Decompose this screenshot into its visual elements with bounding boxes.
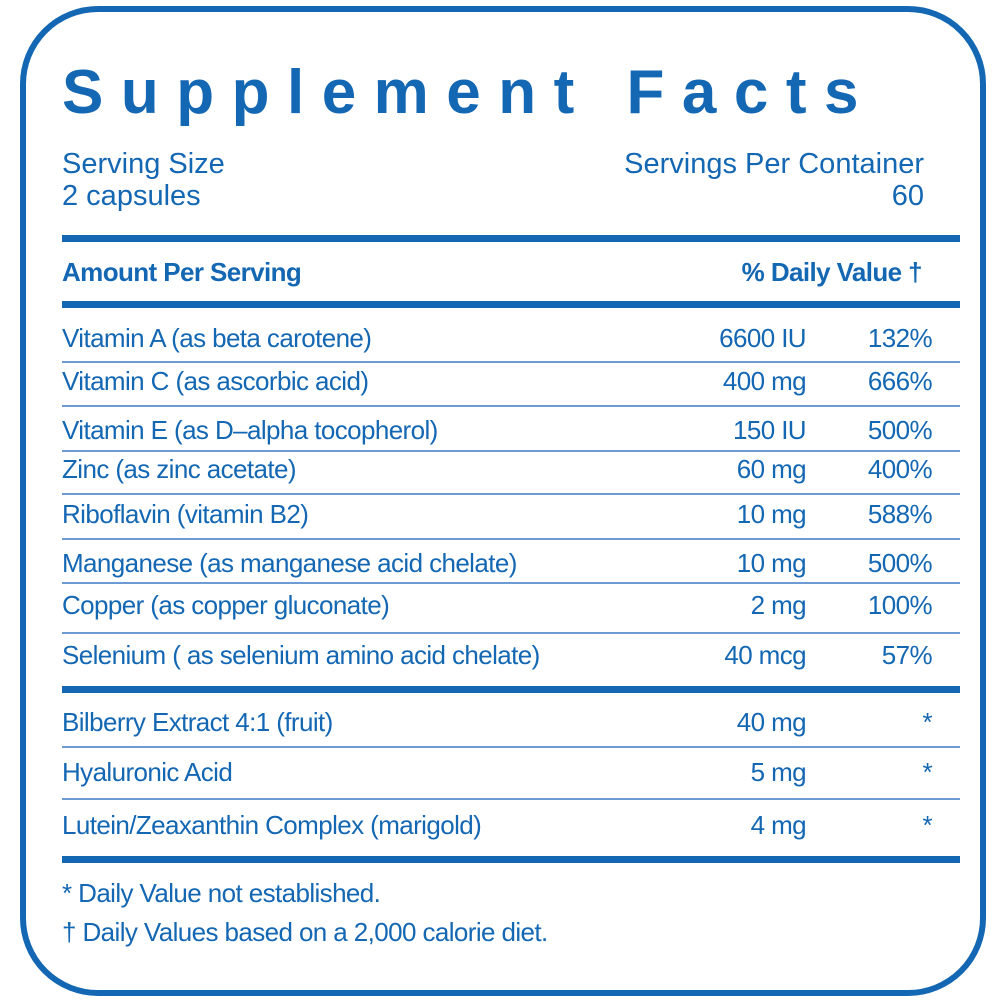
nutrient-row: Zinc (as zinc acetate) 60 mg 400% [62,454,933,484]
divider-thin [62,798,960,800]
divider-thin [62,582,960,584]
nutrient-name: Lutein/Zeaxanthin Complex (marigold) [62,810,482,840]
nutrient-name: Vitamin E (as D–alpha tocopherol) [62,415,438,445]
amount-per-serving-header: Amount Per Serving [62,257,302,287]
footnote-daily-values: † Daily Values based on a 2,000 calorie … [62,917,548,947]
nutrient-daily-value: 57% [881,640,933,670]
serving-size-label: Serving Size [62,148,225,180]
nutrient-name: Vitamin C (as ascorbic acid) [62,366,369,396]
nutrient-daily-value: 666% [867,366,933,396]
nutrient-row: Hyaluronic Acid 5 mg * [62,757,933,787]
divider-thin [62,746,960,748]
nutrient-row: Vitamin A (as beta carotene) 6600 IU 132% [62,323,933,353]
divider-thick [62,686,960,693]
nutrient-row: Vitamin E (as D–alpha tocopherol) 150 IU 5… [62,415,933,445]
nutrient-daily-value: 100% [867,590,933,620]
nutrient-amount: 40 mcg [724,640,806,670]
divider-thin [62,361,960,363]
divider-thin [62,405,960,407]
nutrient-name: Hyaluronic Acid [62,757,233,787]
nutrient-amount: 5 mg [750,757,807,787]
nutrient-amount: 150 IU [732,415,807,445]
nutrient-daily-value: 500% [867,415,933,445]
nutrient-row: Selenium ( as selenium amino acid chelat… [62,640,933,670]
nutrient-row: Bilberry Extract 4:1 (fruit) 40 mg * [62,707,933,737]
serving-size-value: 2 capsules [62,180,201,212]
divider-thin [62,538,960,540]
nutrient-name: Selenium ( as selenium amino acid chelat… [62,640,540,670]
divider-thin [62,450,960,452]
nutrient-amount: 10 mg [736,499,807,529]
nutrient-row: Lutein/Zeaxanthin Complex (marigold) 4 mg… [62,810,933,840]
label-title: Supplement Facts [62,58,876,127]
nutrient-amount: 60 mg [736,454,807,484]
nutrient-row: Riboflavin (vitamin B2) 10 mg 588% [62,499,933,529]
nutrient-name: Bilberry Extract 4:1 (fruit) [62,707,333,737]
nutrient-row: Vitamin C (as ascorbic acid) 400 mg 666% [62,366,933,396]
divider-thin [62,493,960,495]
label-border [20,6,986,996]
footnote-not-established: * Daily Value not established. [62,878,381,908]
servings-per-container-value: 60 [891,180,924,212]
nutrient-daily-value: * [922,757,932,787]
nutrient-row: Manganese (as manganese acid chelate) 10 … [62,548,933,578]
daily-value-header: % Daily Value † [741,257,923,287]
nutrient-amount: 10 mg [736,548,807,578]
nutrient-amount: 400 mg [722,366,807,396]
divider-thin [62,632,960,634]
serving-size: Serving Size 2 capsules [62,148,225,212]
nutrient-amount: 2 mg [750,590,807,620]
nutrient-daily-value: * [922,707,932,737]
nutrient-amount: 6600 IU [719,323,806,353]
nutrient-amount: 40 mg [736,707,807,737]
nutrient-name: Vitamin A (as beta carotene) [62,323,372,353]
divider-thick [62,856,960,863]
nutrient-name: Zinc (as zinc acetate) [62,454,296,484]
nutrient-row: Copper (as copper gluconate) 2 mg 100% [62,590,933,620]
divider-thick [62,235,960,242]
servings-per-container-label: Servings Per Container [624,148,924,180]
nutrient-amount: 4 mg [750,810,807,840]
nutrient-daily-value: * [922,810,932,840]
nutrient-daily-value: 588% [867,499,933,529]
nutrient-name: Copper (as copper gluconate) [62,590,390,620]
nutrient-daily-value: 132% [867,323,933,353]
divider-thick [62,301,960,308]
nutrient-daily-value: 400% [867,454,933,484]
nutrient-daily-value: 500% [867,548,933,578]
nutrient-name: Riboflavin (vitamin B2) [62,499,309,529]
nutrient-name: Manganese (as manganese acid chelate) [62,548,517,578]
servings-per-container: Servings Per Container 60 [624,148,924,212]
